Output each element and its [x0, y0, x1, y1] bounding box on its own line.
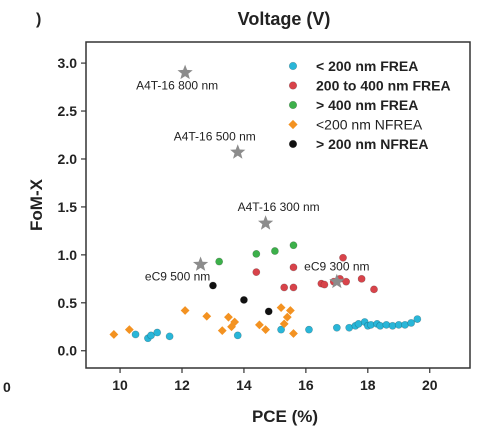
data-point-series-3	[109, 330, 119, 339]
highlight-label: A4T-16 500 nm	[174, 129, 256, 143]
legend-label: > 200 nm NFREA	[316, 136, 428, 152]
highlight-star-marker	[258, 215, 274, 230]
highlight-star-marker	[230, 144, 246, 159]
data-point-series-2	[271, 247, 279, 255]
data-point-series-0	[277, 325, 285, 334]
highlight-label: eC9 300 nm	[304, 260, 369, 274]
legend-marker	[288, 119, 298, 130]
y-tick-label: 0.0	[58, 343, 78, 359]
highlight-star-marker	[177, 64, 193, 80]
data-point-series-1	[280, 283, 289, 292]
data-point-series-3	[202, 311, 212, 321]
data-point-series-3	[180, 306, 190, 315]
data-point-series-1	[289, 283, 298, 292]
data-point-series-3	[124, 325, 134, 335]
data-point-series-0	[153, 328, 162, 337]
x-tick-label: 10	[112, 377, 128, 393]
data-point-series-1	[252, 268, 261, 277]
data-point-series-1	[342, 277, 351, 286]
data-point-series-0	[131, 330, 140, 339]
x-tick-label: 16	[298, 377, 314, 393]
data-point-series-4	[264, 307, 273, 316]
x-tick-label: 14	[236, 377, 252, 393]
data-point-series-3	[217, 326, 227, 336]
highlighted-points: A4T-16 800 nm A4T-16 500 nm A4T-16 300 nm e…	[136, 64, 370, 289]
legend-label: 200 to 400 nm FREA	[316, 78, 451, 94]
y-tick-label: 0.5	[58, 295, 78, 311]
data-point-series-0	[413, 315, 422, 323]
data-point-series-2	[252, 249, 261, 258]
data-point-series-2	[289, 241, 298, 250]
x-tick-label: 20	[422, 377, 438, 393]
top-axis-label: Voltage (V)	[238, 9, 331, 29]
highlight-star-marker	[329, 273, 345, 289]
x-axis-label: PCE (%)	[252, 407, 318, 426]
data-point-series-0	[147, 331, 155, 340]
y-axis-label: FoM-X	[27, 178, 46, 231]
data-point-series-1	[370, 285, 378, 294]
x-axis-ticks: 10 12 14 16 18 20	[112, 368, 438, 393]
data-point-series-3	[224, 312, 233, 322]
corner-fragment-bottom: 0	[3, 379, 11, 395]
legend-marker	[288, 81, 298, 90]
legend-label: > 400 nm FREA	[316, 97, 418, 113]
data-point-series-3	[227, 322, 236, 332]
data-point-series-1	[320, 280, 329, 289]
plot-frame	[85, 41, 471, 369]
data-point-series-3	[289, 329, 298, 338]
data-point-series-3	[276, 303, 286, 312]
data-point-series-0	[407, 319, 416, 327]
legend-label: < 200 nm FREA	[316, 58, 418, 74]
data-point-series-3	[261, 325, 271, 335]
data-point-series-0	[233, 331, 242, 340]
data-points	[109, 241, 422, 343]
data-point-series-1	[289, 263, 298, 272]
corner-fragment-top: )	[36, 11, 41, 28]
legend-marker	[288, 139, 298, 149]
data-point-series-3	[255, 320, 264, 330]
x-tick-label: 18	[360, 377, 376, 393]
x-tick-label: 12	[174, 377, 190, 393]
data-point-series-3	[282, 312, 292, 322]
legend: < 200 nm FREA 200 to 400 nm FREA > 400 nm …	[288, 58, 451, 152]
data-point-series-4	[209, 281, 217, 290]
highlight-label: eC9 500 nm	[145, 269, 210, 283]
y-tick-label: 3.0	[58, 55, 78, 71]
data-point-series-4	[240, 296, 248, 304]
data-point-series-3	[230, 317, 240, 327]
legend-marker	[288, 61, 298, 71]
highlight-star-marker	[192, 256, 209, 271]
data-point-series-1	[339, 253, 347, 262]
y-tick-label: 1.0	[58, 247, 78, 263]
data-point-series-0	[332, 323, 341, 332]
data-point-series-0	[305, 325, 313, 334]
y-axis-ticks: 0.0 0.5 1.0 1.5 2.0 2.5 3.0	[58, 55, 86, 359]
data-point-series-3	[279, 319, 289, 329]
data-point-series-3	[285, 306, 295, 315]
y-tick-label: 2.0	[58, 151, 78, 167]
y-tick-label: 2.5	[58, 103, 78, 119]
legend-marker	[288, 100, 298, 110]
legend-label: <200 nm NFREA	[316, 117, 423, 133]
y-tick-label: 1.5	[58, 199, 78, 215]
data-point-series-0	[165, 332, 174, 341]
highlight-label: A4T-16 800 nm	[136, 79, 218, 93]
data-point-series-1	[357, 274, 366, 283]
highlight-label: A4T-16 300 nm	[238, 200, 320, 214]
data-point-series-2	[215, 257, 224, 266]
